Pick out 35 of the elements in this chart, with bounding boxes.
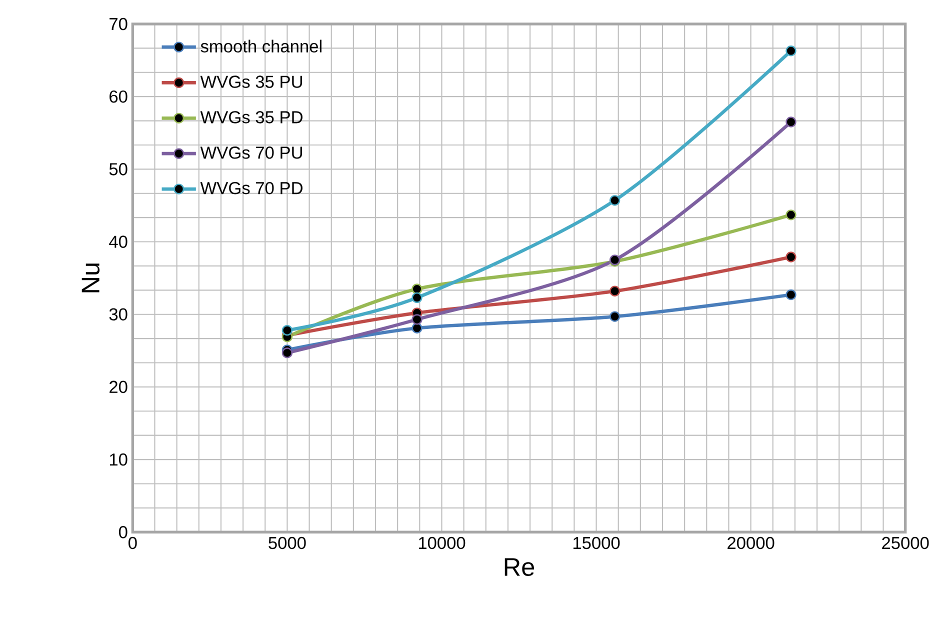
x-tick-label: 25000	[882, 536, 929, 550]
y-tick-label: 30	[109, 308, 128, 320]
y-tick-label: 10	[110, 453, 128, 466]
y-tick-label: 50	[109, 163, 128, 176]
legend-label: WVGs 70 PU	[200, 146, 302, 159]
point	[786, 116, 796, 128]
x-tick-label: 15000	[573, 536, 620, 550]
legend-label: WVGs 70 PD	[200, 182, 302, 194]
point	[412, 322, 422, 334]
legend-label: WVGs 35 PU	[200, 76, 302, 88]
x-tick-label: 10000	[418, 536, 466, 550]
point	[786, 210, 796, 220]
y-axis-title: Nu	[82, 264, 100, 292]
point	[412, 292, 422, 303]
legend-label: WVGs 35 PD	[200, 111, 302, 124]
point	[609, 311, 620, 322]
y-tick-label: 60	[110, 90, 128, 103]
y-tick-label: 40	[109, 236, 128, 248]
x-tick-label: 5000	[268, 536, 306, 550]
x-axis-title: Re	[504, 558, 534, 576]
point	[609, 286, 620, 296]
x-tick-label: 0	[128, 536, 137, 550]
point	[282, 348, 293, 358]
point	[786, 289, 796, 300]
point	[412, 284, 422, 294]
point	[609, 195, 620, 206]
point	[282, 324, 293, 336]
x-tick-label: 20000	[728, 536, 774, 550]
point	[786, 252, 796, 262]
point	[786, 46, 796, 56]
point	[412, 314, 422, 325]
legend-label: smooth channel	[200, 40, 322, 52]
y-tick-label: 0	[118, 526, 128, 538]
y-tick-label: 20	[110, 380, 128, 394]
y-tick-label: 70	[110, 18, 128, 30]
